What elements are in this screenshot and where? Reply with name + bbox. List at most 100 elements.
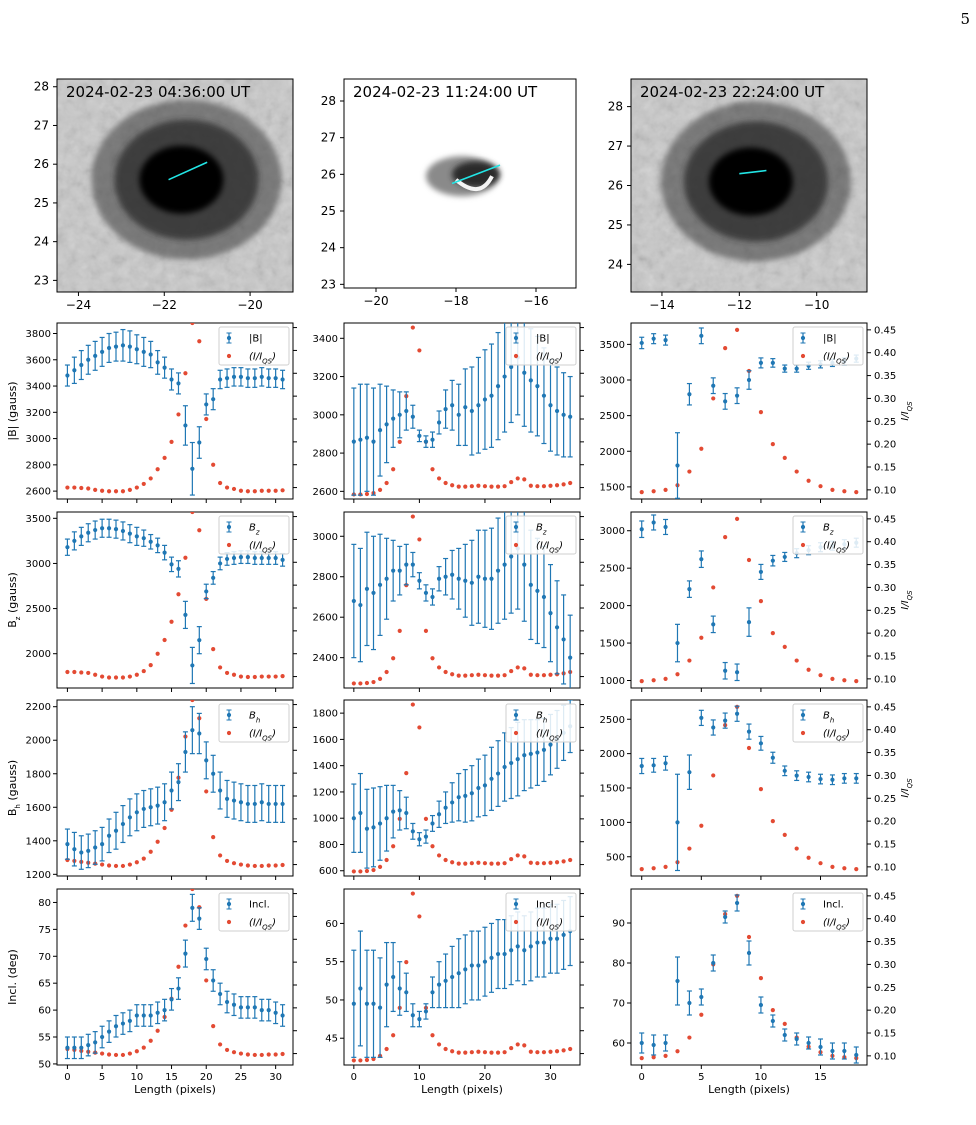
y2-tick-label: 0.15 (874, 840, 896, 851)
intensity-point (443, 669, 448, 675)
y-tick-label: 25 (34, 196, 49, 210)
intensity-point (639, 1056, 644, 1061)
data-point (176, 381, 181, 386)
data-point (397, 986, 402, 991)
legend-box (792, 515, 864, 555)
data-point (106, 345, 112, 351)
data-point (273, 555, 278, 561)
data-point (417, 837, 422, 842)
data-point (522, 948, 527, 953)
intensity-point (211, 647, 216, 652)
image-timestamp: 2024-02-23 11:24:00 UT (353, 83, 538, 101)
intensity-point (541, 861, 547, 866)
intensity-point (528, 1049, 533, 1054)
intensity-point (734, 327, 740, 332)
data-point (687, 1000, 692, 1006)
intensity-point (162, 455, 167, 460)
y-tick-label: 1500 (600, 482, 625, 493)
intensity-point (515, 665, 520, 670)
data-point (651, 520, 656, 525)
intensity-point (548, 1049, 553, 1054)
data-point (169, 997, 174, 1002)
data-point (351, 1001, 356, 1006)
y-tick-label: 2800 (26, 460, 51, 471)
legend-label-field: Incl. (536, 900, 557, 911)
intensity-point (476, 483, 481, 488)
data-point (245, 555, 250, 560)
data-point (639, 1040, 644, 1046)
intensity-point (252, 863, 257, 869)
data-point (502, 562, 507, 567)
data-point (358, 602, 363, 608)
intensity-point (528, 483, 533, 488)
data-point (699, 333, 704, 338)
data-point (364, 586, 370, 591)
y2-tick-label: 0.45 (874, 514, 896, 525)
x-axis-label: Length (pixels) (421, 1083, 503, 1096)
legend-marker-intensity (800, 542, 806, 548)
intensity-point (190, 323, 195, 326)
y-tick-label: 3200 (313, 372, 338, 383)
intensity-point (252, 1052, 257, 1058)
y-axis-label: Bh (gauss) (6, 760, 22, 816)
intensity-point (758, 410, 764, 415)
data-point (377, 821, 383, 826)
intensity-point (364, 868, 370, 874)
intensity-point (854, 867, 859, 872)
legend-marker-point (513, 712, 519, 718)
data-point (238, 800, 244, 805)
data-point (782, 768, 787, 773)
intensity-point (204, 978, 209, 983)
intensity-point (106, 863, 112, 868)
sunspot-image-panel-2: 2024-02-23 22:24:00 UT −14 −12 −10 24 25 26 27 2… (608, 78, 868, 312)
intensity-point (450, 860, 455, 865)
x-tick-label: −22 (152, 298, 177, 312)
intensity-point (358, 681, 363, 686)
data-point (93, 527, 98, 533)
intensity-point (273, 488, 278, 493)
y-tick-label: 28 (608, 100, 623, 114)
data-point (842, 1048, 847, 1054)
data-point (65, 373, 70, 378)
profile-panel-r1c1: 2400 2600 2800 3000 Bz (I/IQS) (313, 511, 584, 692)
intensity-point (535, 1050, 540, 1055)
intensity-point (509, 668, 514, 674)
intensity-point (224, 1047, 230, 1053)
data-point (100, 349, 105, 354)
x-tick-label: 25 (235, 1072, 248, 1083)
intensity-point (456, 861, 461, 866)
intensity-point (72, 485, 77, 490)
data-point (79, 534, 84, 539)
y2-tick-label: 0.45 (874, 702, 896, 713)
legend-marker-point (513, 524, 519, 530)
data-point (806, 1040, 811, 1046)
data-point (273, 801, 278, 807)
intensity-point (397, 628, 402, 633)
intensity-point (548, 483, 553, 488)
intensity-point (436, 476, 442, 481)
intensity-point (259, 674, 264, 679)
legend-marker-intensity (800, 919, 806, 925)
y2-tick-label: 0.35 (874, 371, 896, 382)
data-point (489, 393, 494, 398)
intensity-point (148, 1038, 153, 1043)
intensity-point (211, 462, 216, 467)
data-point (711, 383, 716, 388)
intensity-point (204, 416, 209, 422)
x-tick-label: −20 (237, 298, 262, 312)
data-point (456, 412, 461, 417)
data-point (675, 978, 680, 984)
data-point (113, 344, 119, 349)
data-point (238, 374, 244, 379)
data-point (818, 776, 823, 782)
intensity-point (410, 702, 415, 707)
legend-label-field: |B| (249, 334, 263, 345)
data-point (252, 801, 257, 807)
legend: Bz (I/IQS) (505, 515, 577, 555)
data-point (134, 810, 139, 815)
profile-panel-r2c1: 600 800 1000 1200 1400 1600 1800 Bh (I/IQS) (313, 699, 584, 880)
y-tick-label: 24 (34, 235, 49, 249)
y-tick-label: 50 (325, 995, 338, 1006)
intensity-point (404, 960, 409, 965)
intensity-point (687, 469, 692, 474)
